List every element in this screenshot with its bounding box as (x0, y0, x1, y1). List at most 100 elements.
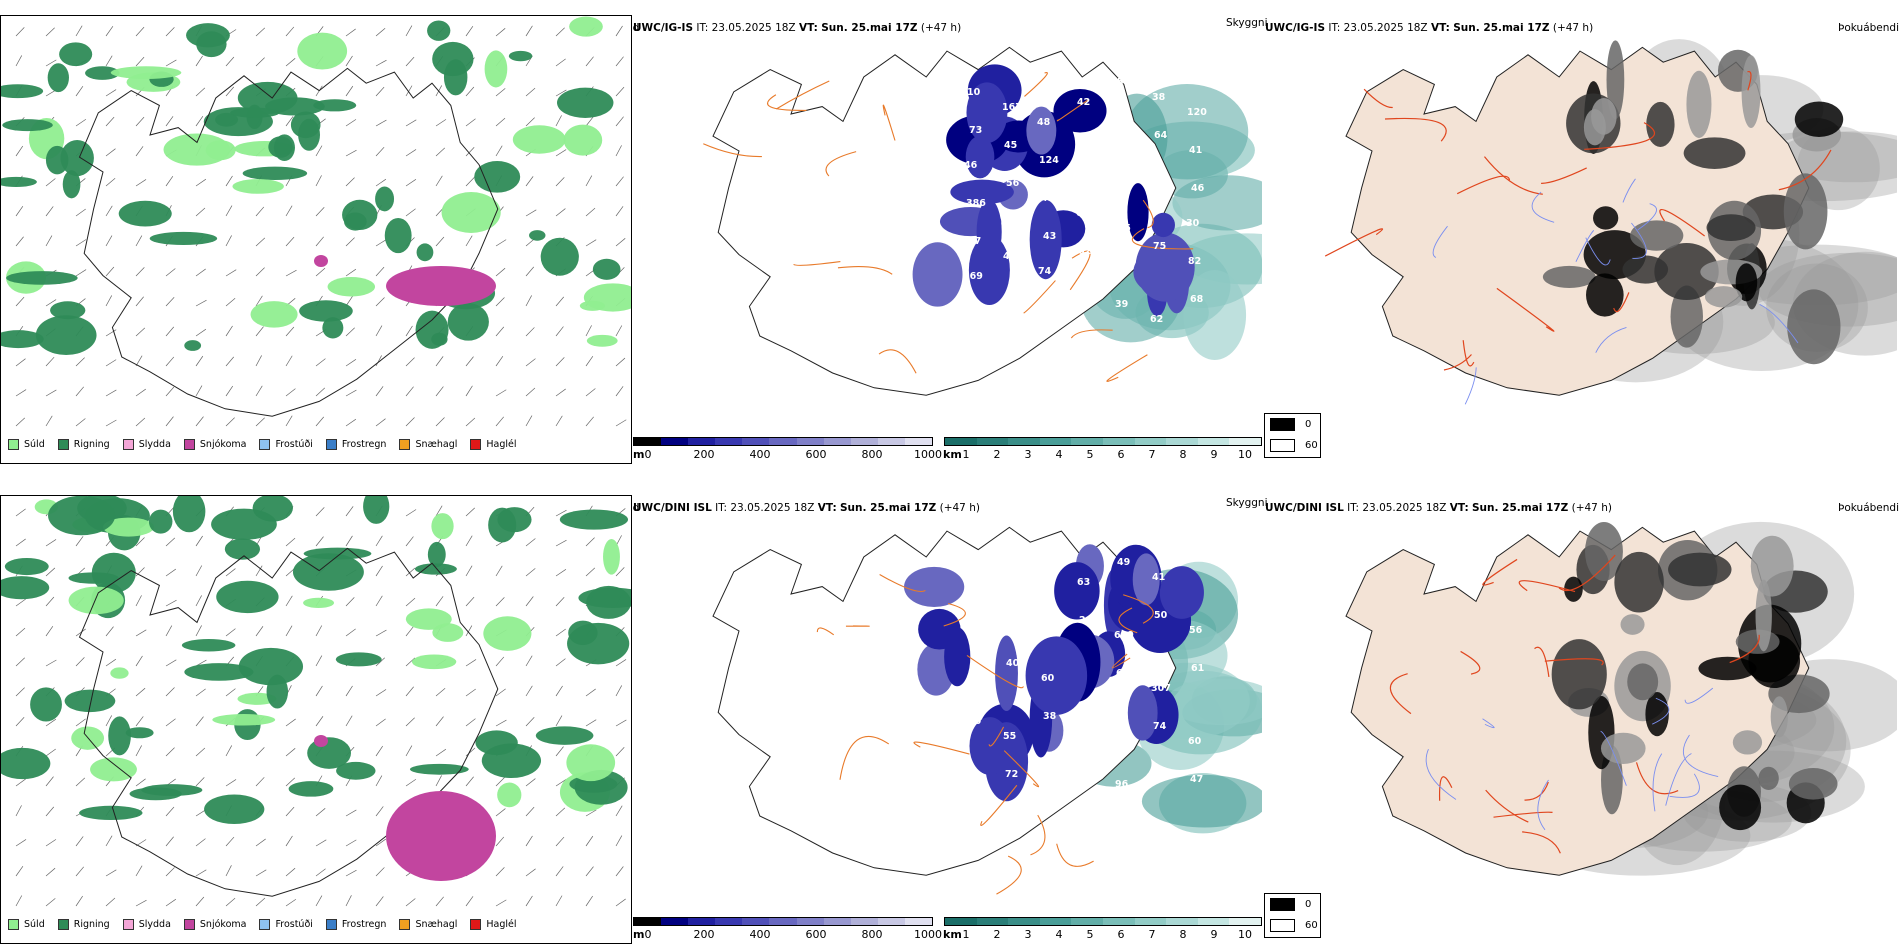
tick-label: 0 (644, 448, 652, 461)
precip-map-frame[interactable] (0, 495, 632, 944)
cloud-base-label: 62 (1078, 246, 1091, 257)
tick-label: 0 (644, 928, 652, 941)
precip-map (1, 496, 631, 907)
fog-map[interactable] (1265, 30, 1897, 440)
cloud-base-label: 39 (1080, 764, 1093, 775)
legend-item: Frostúði (259, 439, 313, 450)
legend-item: Rigning (57, 919, 110, 930)
cloud-base-label: 49 (1117, 557, 1130, 568)
legend-label: Frostúði (275, 439, 313, 450)
cloud-base-label: 6 (1001, 213, 1008, 224)
cloud-base-label: 72 (1149, 165, 1162, 176)
tick-label: 9 (1210, 928, 1218, 941)
tick-label: 4 (1055, 928, 1063, 941)
fog-swatch (1270, 919, 1295, 932)
cloud-base-label: 61 (1191, 663, 1204, 674)
legend-item: Frostregn (325, 919, 387, 930)
tick-label: 600 (805, 448, 827, 461)
cloud-base-label: 43 (1043, 231, 1056, 242)
cloud-base-label: 269 (963, 271, 983, 282)
fog-map[interactable] (1265, 510, 1897, 920)
cloud-base-label: 82 (932, 72, 945, 83)
cloud-base-label: 48 (967, 567, 981, 578)
cloud-base-label: 60 (1041, 673, 1055, 684)
cloud-base-label: 72 (1005, 769, 1018, 780)
tick-label: 1000 (914, 448, 942, 461)
legend-label: Snæhagl (415, 439, 458, 450)
legend-label: Frostregn (341, 919, 387, 930)
cloud-base-label: 62 (1042, 562, 1055, 573)
cloud-base-label: 63 (1076, 208, 1089, 219)
tick-label: 8 (1179, 928, 1187, 941)
legend-label: Snjókoma (199, 919, 247, 930)
cloud-base-label: 56 (1006, 178, 1020, 189)
legend-swatch (325, 439, 337, 450)
cloud-base-label: 51 (1042, 82, 1055, 93)
legend-swatch (259, 919, 271, 930)
tick-label: 7 (1148, 928, 1156, 941)
cloud-base-label: 146 (965, 309, 985, 320)
legend-item: Frostregn (325, 439, 387, 450)
cloud-base-label: 258 (1004, 620, 1024, 631)
tick-label: 5 (1086, 448, 1094, 461)
legend-label: Rigning (73, 439, 110, 450)
cloud-base-label: 105 (1111, 223, 1131, 234)
cloud-base-label: 75 (1153, 241, 1166, 252)
cloud-base-unit: m (633, 448, 645, 461)
legend-label: Slydda (138, 439, 171, 450)
fog-legend-label: 0 (1305, 899, 1312, 910)
visibility-ticks: 1 2 3 4 5 6 7 8 9 10 (963, 928, 1253, 942)
cloud-base-label: 74 (1038, 266, 1052, 277)
cloud-base-label: 386 (966, 198, 986, 209)
legend-item: Snjókoma (183, 439, 246, 450)
tick-label: 400 (749, 448, 771, 461)
legend-item: Slydda (122, 919, 171, 930)
tick-label: 9 (1210, 448, 1218, 461)
precip-map-frame[interactable] (0, 15, 632, 464)
tick-label: 2 (993, 928, 1001, 941)
visibility-unit: km (943, 448, 962, 461)
cloud-map[interactable]: 73 43 40 38 39 49 50 61 60 72 62 208 60 74 47 48 258 60 8 9… (632, 510, 1262, 920)
cloud-base-label: 43 (969, 605, 982, 616)
legend-item: Súld (8, 919, 45, 930)
model-name: UWC/DINI ISL (1265, 502, 1344, 514)
cloud-base-colorbar (633, 437, 933, 446)
cloud-base-label: 50 (1154, 610, 1168, 621)
model-name: UWC/IG-IS (1265, 22, 1326, 34)
legend-swatch (325, 919, 337, 930)
cloud-base-label: 45 (1004, 140, 1017, 151)
legend-swatch (470, 439, 482, 450)
cloud-base-label: 60 (968, 716, 982, 727)
tick-label: 200 (693, 928, 715, 941)
legend-swatch (122, 919, 134, 930)
cloud-base-label: 208 (1079, 615, 1099, 626)
cloud-base-label: 41 (1152, 572, 1165, 583)
cloud-base-label: 60 (1116, 668, 1130, 679)
cloud-base-label: 52 (966, 678, 979, 689)
visibility-unit: km (943, 928, 962, 941)
legend-item: Rigning (57, 439, 110, 450)
cloud-base-label: 307 (1151, 683, 1171, 694)
tick-label: 8 (1179, 448, 1187, 461)
precip-legend: Súld Rigning Slydda Snjókoma Frostúði Frostre… (8, 439, 530, 450)
cloud-base-label: 68 (1112, 112, 1126, 123)
cloud-base-label: 19 (1074, 170, 1087, 181)
fog-swatch (1270, 439, 1295, 452)
fog-header: UWC/IG-IS IT: 23.05.2025 18Z VT: Sun. 25… (1265, 22, 1594, 34)
cloud-base-label: 82 (1188, 256, 1201, 267)
fog-legend-label: 0 (1305, 419, 1312, 430)
cloud-base-label: 120 (1187, 107, 1207, 118)
cloud-base-label: 60 (1188, 736, 1202, 747)
legend-label: Frostregn (341, 439, 387, 450)
cloud-map[interactable]: 82 73 56 43 56 56 64 46 47 46 51 45 50 75 68 10 45 49 62 39… (632, 30, 1262, 440)
cloud-base-label: 30 (1186, 218, 1200, 229)
legend-label: Snæhagl (415, 919, 458, 930)
cloud-base-label: 45 (1079, 135, 1092, 146)
tick-label: 10 (1238, 928, 1252, 941)
cloud-base-unit: m (633, 928, 645, 941)
tick-label: 10 (1238, 448, 1252, 461)
legend-label: Súld (24, 439, 45, 450)
cloud-base-label: 50 (1116, 188, 1130, 199)
legend-swatch (259, 439, 271, 450)
legend-swatch (57, 919, 69, 930)
